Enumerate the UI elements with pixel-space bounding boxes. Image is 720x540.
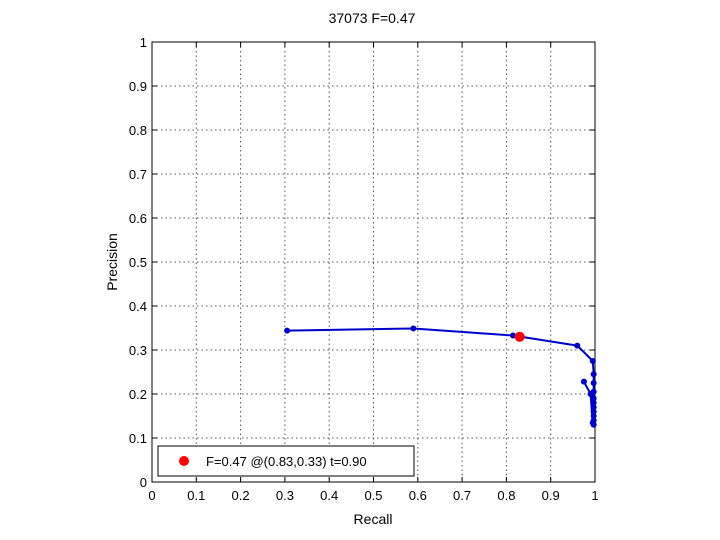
pr-curve-point	[284, 327, 291, 334]
best-point-group	[514, 331, 525, 342]
y-tick-label: 0.7	[129, 167, 147, 182]
x-tick-label: 0.6	[409, 488, 427, 503]
series-group	[284, 325, 597, 428]
best-f-point	[514, 331, 525, 342]
legend-marker	[179, 456, 189, 466]
y-tick-label: 0.3	[129, 343, 147, 358]
pr-curve-point	[590, 404, 597, 411]
x-tick-labels: 0 0.1 0.2 0.3 0.4 0.5 0.6 0.7 0.8 0.9 1	[148, 488, 598, 503]
pr-curve-point	[587, 391, 594, 397]
grid	[152, 42, 595, 482]
pr-curve-point	[590, 399, 597, 406]
x-tick-label: 0.7	[453, 488, 471, 503]
pr-curve-point	[510, 332, 517, 339]
x-tick-label: 0.4	[320, 488, 338, 503]
x-tick-label: 0.2	[232, 488, 250, 503]
x-axis-label: Recall	[354, 511, 393, 527]
legend-label: F=0.47 @(0.83,0.33) t=0.90	[206, 454, 367, 469]
x-tick-label: 0.9	[542, 488, 560, 503]
y-tick-label: 0.5	[129, 255, 147, 270]
pr-curve-point	[580, 378, 587, 385]
pr-curve-point	[590, 380, 597, 386]
x-tick-label: 0.5	[364, 488, 382, 503]
y-tick-label: 0.4	[129, 299, 147, 314]
y-tick-label: 0.6	[129, 211, 147, 226]
pr-curve-point	[574, 342, 581, 349]
x-tick-label: 0.8	[497, 488, 515, 503]
y-tick-label: 0.8	[129, 123, 147, 138]
y-tick-label: 1	[140, 35, 147, 50]
pr-curve-point	[590, 395, 597, 402]
y-tick-label: 0.2	[129, 387, 147, 402]
pr-curve-point	[590, 413, 597, 419]
pr-curve-point	[590, 371, 597, 378]
y-tick-label: 0.9	[129, 79, 147, 94]
pr-curve-point	[589, 419, 596, 426]
pr-curve-line	[287, 327, 595, 426]
x-tick-label: 0.3	[276, 488, 294, 503]
pr-curve-point	[590, 408, 597, 415]
y-axis-label: Precision	[104, 233, 120, 291]
legend-box	[157, 445, 415, 477]
chart-title: 37073 F=0.47	[329, 10, 416, 26]
y-tick-labels: 0 0.1 0.2 0.3 0.4 0.5 0.6 0.7 0.8 0.9 1	[129, 35, 147, 490]
y-tick-label: 0	[140, 475, 147, 490]
pr-curve-point	[589, 358, 596, 364]
pr-curve-point	[410, 325, 417, 332]
x-tick-label: 1	[591, 488, 598, 503]
x-tick-label: 0.1	[187, 488, 205, 503]
y-tick-label: 0.1	[129, 431, 147, 446]
x-tick-label: 0	[148, 488, 155, 503]
legend: F=0.47 @(0.83,0.33) t=0.90	[157, 445, 415, 477]
